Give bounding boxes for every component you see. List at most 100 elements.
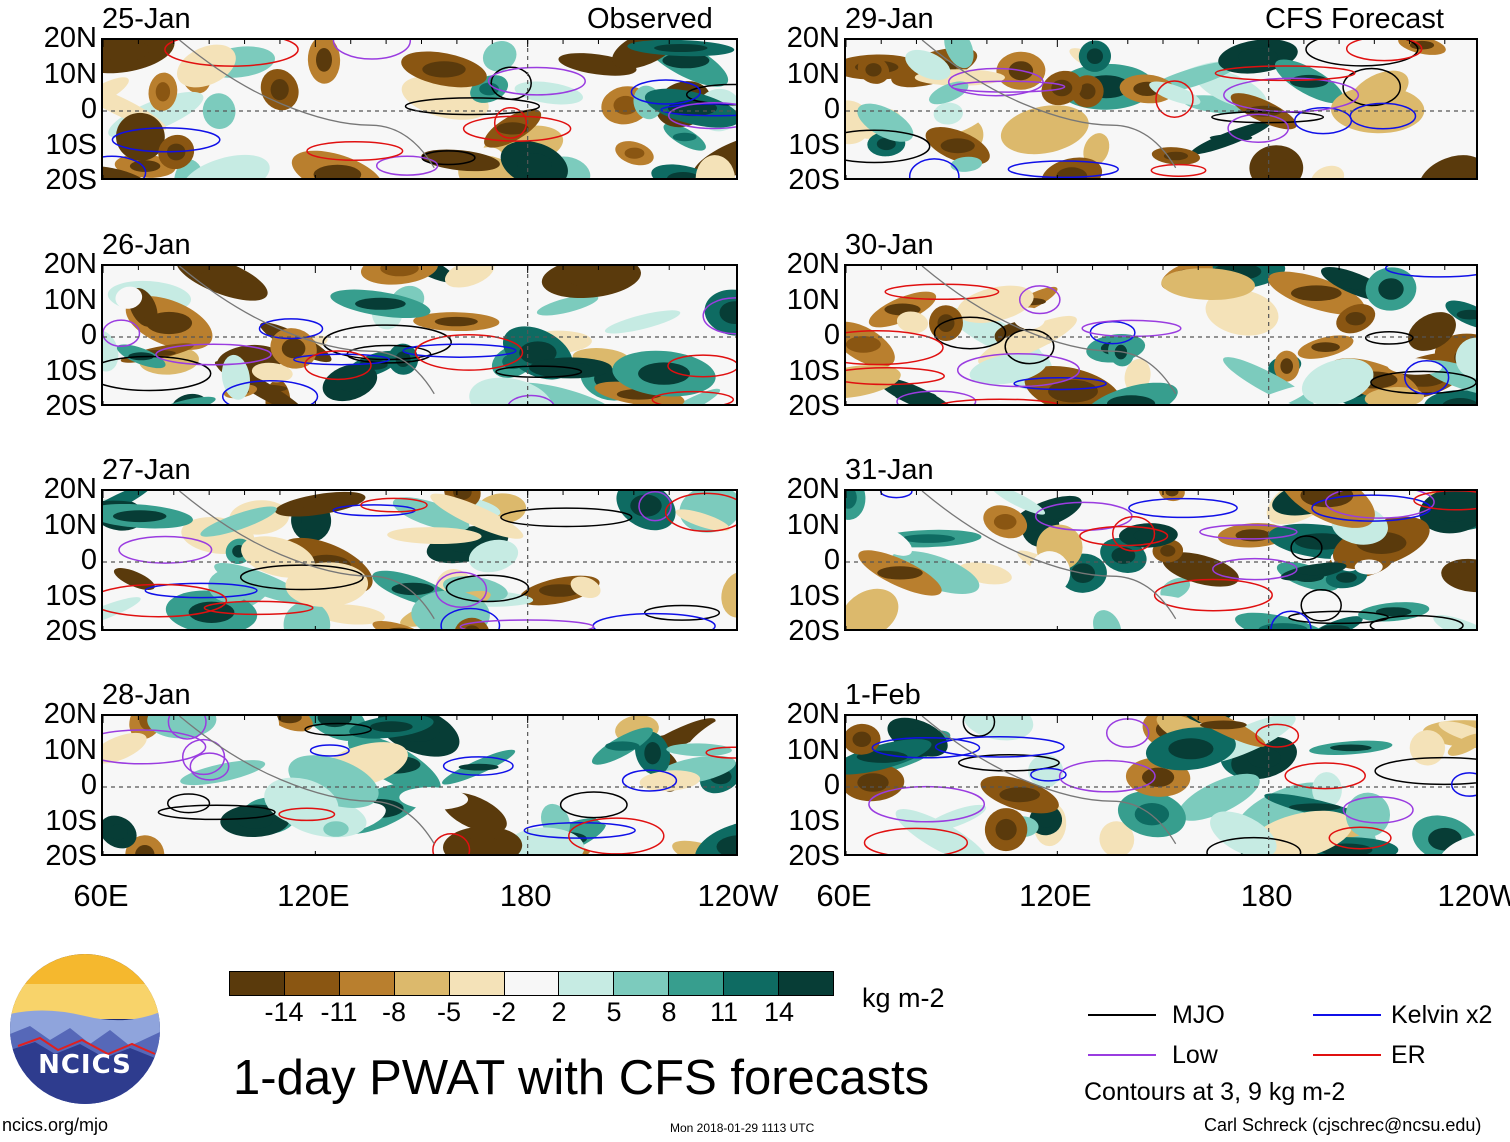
pwat-anomaly-core bbox=[577, 59, 618, 70]
contour-kelvin-x2 bbox=[1030, 767, 1067, 782]
contour-er bbox=[1284, 762, 1366, 790]
contour-mjo bbox=[1300, 588, 1342, 622]
contour-low bbox=[1081, 319, 1182, 338]
contour-er bbox=[360, 497, 428, 513]
pwat-anomaly-patch bbox=[1268, 40, 1354, 70]
pwat-anomaly-patch bbox=[1312, 772, 1342, 808]
pwat-anomaly-patch bbox=[1447, 733, 1476, 756]
pwat-anomaly-core bbox=[1345, 312, 1366, 326]
pwat-anomaly-core bbox=[877, 566, 923, 580]
contour-kelvin-x2 bbox=[523, 821, 636, 839]
colorbar-swatch bbox=[504, 972, 560, 995]
colorbar-tick-label: -2 bbox=[491, 997, 517, 1027]
pwat-anomaly-core bbox=[937, 314, 955, 332]
contour-low bbox=[459, 619, 595, 629]
contour-kelvin-x2 bbox=[871, 737, 981, 759]
pwat-anomaly-core bbox=[1262, 156, 1290, 178]
pwat-anomaly-patch bbox=[147, 716, 217, 739]
pwat-anomaly-core bbox=[1247, 748, 1281, 768]
pwat-anomaly-core bbox=[297, 499, 344, 510]
pwat-anomaly-patch bbox=[582, 613, 668, 629]
y-tick-label: 20S bbox=[45, 164, 97, 196]
coastline bbox=[921, 266, 1177, 395]
pwat-anomaly-patch bbox=[399, 787, 469, 810]
y-tick-label: 0 bbox=[80, 93, 97, 125]
pwat-anomaly-core bbox=[422, 61, 466, 78]
page-title: 1-day PWAT with CFS forecasts bbox=[233, 1051, 930, 1105]
pwat-field-1 bbox=[103, 266, 736, 404]
pwat-anomaly-core bbox=[993, 514, 1017, 530]
pwat-anomaly-core bbox=[313, 164, 362, 178]
contour-mjo bbox=[559, 791, 628, 819]
y-tick-label: 0 bbox=[80, 769, 97, 801]
pwat-anomaly-core bbox=[1079, 83, 1096, 100]
contour-kelvin-x2 bbox=[1294, 107, 1353, 135]
pwat-anomaly-core bbox=[108, 824, 128, 840]
pwat-anomaly-core bbox=[605, 741, 640, 751]
pwat-anomaly-core bbox=[1419, 323, 1445, 340]
pwat-anomaly-core bbox=[457, 804, 492, 821]
pwat-anomaly-core bbox=[1296, 567, 1331, 576]
contour-er bbox=[414, 333, 524, 371]
contour-low bbox=[435, 571, 488, 609]
pwat-anomaly-patch bbox=[125, 835, 165, 854]
contour-low bbox=[638, 491, 672, 522]
pwat-anomaly-patch bbox=[482, 41, 517, 72]
map-panel-28-Jan bbox=[101, 714, 738, 856]
forecast-header: CFS Forecast bbox=[1265, 3, 1444, 35]
y-tick-label: 10S bbox=[788, 128, 840, 161]
contour-kelvin-x2 bbox=[879, 491, 913, 499]
y-tick-label: 10N bbox=[43, 733, 97, 766]
contour-mjo bbox=[1305, 40, 1419, 67]
colorbar-swatch bbox=[284, 972, 340, 995]
contour-mjo bbox=[1290, 535, 1323, 561]
colorbar-tick-label: -5 bbox=[436, 997, 462, 1027]
pwat-anomaly-core bbox=[876, 137, 896, 151]
pwat-anomaly-core bbox=[856, 750, 908, 763]
pwat-anomaly-core bbox=[103, 40, 150, 62]
pwat-anomaly-patch bbox=[1119, 266, 1148, 291]
colorbar-swatch bbox=[724, 972, 780, 995]
legend-er-label: ER bbox=[1391, 1041, 1426, 1069]
contour-er bbox=[203, 600, 314, 616]
contour-mjo bbox=[490, 66, 532, 100]
contour-kelvin-x2 bbox=[1013, 376, 1107, 391]
pwat-anomaly-patch bbox=[1455, 337, 1476, 379]
contour-kelvin-x2 bbox=[660, 103, 736, 117]
pwat-anomaly-patch bbox=[1099, 821, 1135, 854]
pwat-anomaly-core bbox=[1165, 491, 1179, 497]
pwat-anomaly-core bbox=[197, 269, 247, 286]
pwat-field-0 bbox=[103, 40, 736, 178]
pwat-anomaly-patch bbox=[1131, 594, 1208, 621]
pwat-anomaly-core bbox=[566, 267, 617, 288]
pwat-anomaly-core bbox=[613, 95, 638, 115]
contour-er bbox=[1111, 515, 1156, 552]
y-tick-label: 10N bbox=[43, 283, 97, 316]
pwat-anomaly-core bbox=[440, 155, 481, 166]
pwat-anomaly-core bbox=[1107, 395, 1156, 404]
contour-er bbox=[306, 140, 404, 162]
pwat-anomaly-patch bbox=[1210, 811, 1277, 854]
contour-mjo bbox=[404, 97, 541, 116]
pwat-anomaly-patch bbox=[846, 588, 899, 629]
y-tick-label: 10N bbox=[786, 283, 840, 316]
pwat-anomaly-core bbox=[672, 132, 697, 142]
map-panel-25-Jan bbox=[101, 38, 738, 180]
coastline bbox=[179, 491, 435, 620]
pwat-anomaly-patch bbox=[1232, 385, 1311, 404]
pwat-anomaly-patch bbox=[928, 81, 969, 105]
pwat-anomaly-patch bbox=[536, 294, 599, 316]
pwat-anomaly-core bbox=[1330, 744, 1372, 752]
colorbar-tick-label: 5 bbox=[606, 997, 622, 1027]
y-tick-label: 20S bbox=[45, 390, 97, 422]
pwat-anomaly-patch bbox=[1205, 289, 1279, 336]
pwat-anomaly-core bbox=[458, 763, 499, 771]
map-panel-1-Feb bbox=[844, 714, 1478, 856]
contour-er bbox=[304, 350, 372, 381]
contour-er bbox=[103, 583, 228, 618]
pwat-anomaly-core bbox=[277, 716, 302, 724]
pwat-anomaly-core bbox=[1134, 803, 1170, 826]
contour-er bbox=[1328, 826, 1392, 850]
y-tick-label: 10S bbox=[45, 128, 97, 161]
contour-kelvin-x2 bbox=[1384, 266, 1476, 278]
